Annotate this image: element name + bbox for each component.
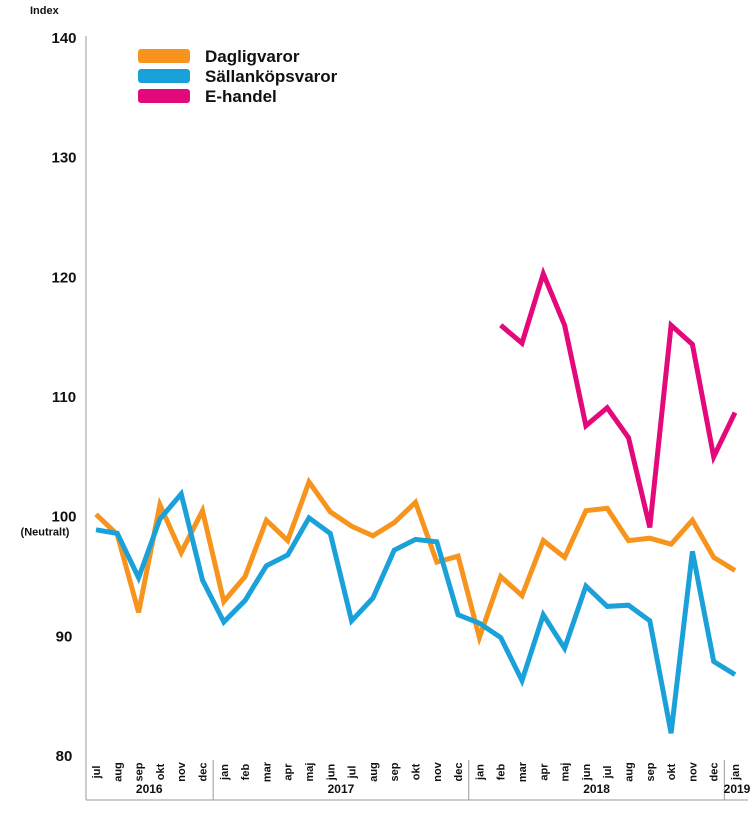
y-tick-label: 100 xyxy=(51,509,76,526)
x-tick-label: feb xyxy=(240,763,252,780)
series-line xyxy=(94,476,737,647)
legend-label: Sällanköpsvaror xyxy=(205,67,338,86)
x-tick-label: jun xyxy=(581,763,593,781)
x-tick-label: maj xyxy=(560,763,572,782)
x-tick-label: okt xyxy=(666,763,678,780)
y-tick-label: 120 xyxy=(51,269,76,286)
x-tick-label: jul xyxy=(91,766,103,780)
legend-label: E-handel xyxy=(205,87,277,106)
x-tick-label: sep xyxy=(389,762,401,781)
y-tick-label: 80 xyxy=(56,748,73,765)
x-tick-label: okt xyxy=(411,763,423,780)
x-tick-label: mar xyxy=(261,761,273,782)
series-line xyxy=(95,488,737,734)
x-tick-label: jun xyxy=(325,763,337,781)
x-tick-label: nov xyxy=(176,761,188,781)
x-tick-label: jan xyxy=(730,764,742,781)
y-tick-label: 140 xyxy=(51,30,76,47)
x-tick-label: jan xyxy=(474,764,486,781)
x-tick-label: aug xyxy=(368,762,380,782)
x-tick-label: okt xyxy=(155,763,167,780)
legend-swatch xyxy=(138,69,190,83)
series-line xyxy=(499,266,738,529)
x-tick-label: mar xyxy=(517,761,529,782)
x-tick-label: nov xyxy=(432,761,444,781)
x-tick-label: apr xyxy=(538,763,550,781)
legend-label: Dagligvaror xyxy=(205,47,300,66)
neutral-label: (Neutralt) xyxy=(21,527,70,539)
x-tick-label: sep xyxy=(645,762,657,781)
x-tick-label: jul xyxy=(602,766,614,780)
x-tick-label: apr xyxy=(283,763,295,781)
x-tick-label: aug xyxy=(112,762,124,782)
y-axis-label: Index xyxy=(30,5,60,17)
x-tick-label: maj xyxy=(304,763,316,782)
year-label: 2019 xyxy=(724,782,751,796)
legend-swatch xyxy=(138,89,190,103)
x-tick-label: dec xyxy=(198,763,210,782)
year-label: 2017 xyxy=(328,782,355,796)
x-tick-label: sep xyxy=(134,762,146,781)
legend-swatch xyxy=(138,49,190,63)
x-tick-label: dec xyxy=(453,763,465,782)
x-tick-label: jul xyxy=(347,766,359,780)
x-tick-label: jan xyxy=(219,764,231,781)
year-label: 2016 xyxy=(136,782,163,796)
x-tick-label: feb xyxy=(496,763,508,780)
x-tick-label: aug xyxy=(624,762,636,782)
x-tick-label: dec xyxy=(709,763,721,782)
y-tick-label: 130 xyxy=(51,150,76,167)
x-tick-label: nov xyxy=(687,761,699,781)
y-tick-label: 110 xyxy=(52,389,76,406)
year-label: 2018 xyxy=(583,782,610,796)
y-tick-label: 90 xyxy=(56,628,73,645)
